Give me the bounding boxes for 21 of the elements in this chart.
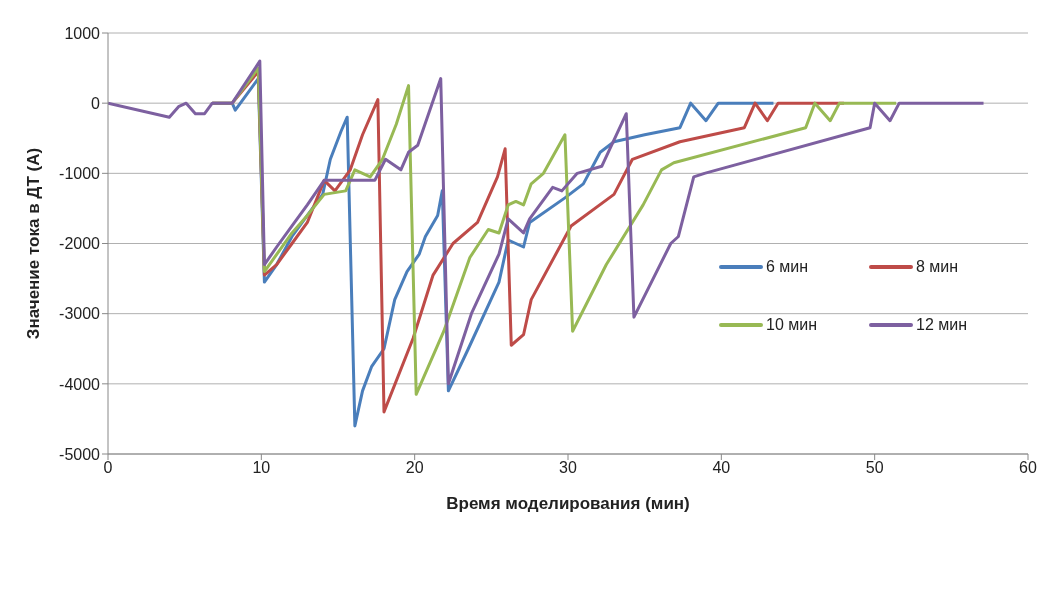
x-tick-label: 10 [252, 459, 271, 477]
legend-label: 6 мин [766, 258, 809, 276]
y-tick-label: 1000 [64, 24, 101, 42]
legend-label: 10 мин [766, 316, 818, 334]
y-tick-label: -3000 [59, 305, 101, 323]
x-tick-label: 0 [103, 459, 113, 477]
y-tick-label: -1000 [59, 165, 101, 183]
x-tick-label: 60 [1019, 459, 1037, 477]
y-axis-title: Значение тока в ДТ (А) [24, 147, 44, 340]
x-tick-label: 20 [405, 459, 424, 477]
x-axis-title: Время моделирования (мин) [446, 494, 690, 513]
x-tick-label: 40 [712, 459, 731, 477]
legend-label: 12 мин [916, 316, 968, 334]
legend-label: 8 мин [916, 258, 959, 276]
y-tick-label: -5000 [59, 445, 101, 463]
y-tick-label: -4000 [59, 375, 101, 393]
x-tick-label: 50 [865, 459, 884, 477]
x-tick-label: 30 [559, 459, 577, 477]
y-tick-label: -2000 [59, 235, 101, 253]
y-tick-label: 0 [91, 94, 101, 112]
line-series [108, 59, 986, 386]
